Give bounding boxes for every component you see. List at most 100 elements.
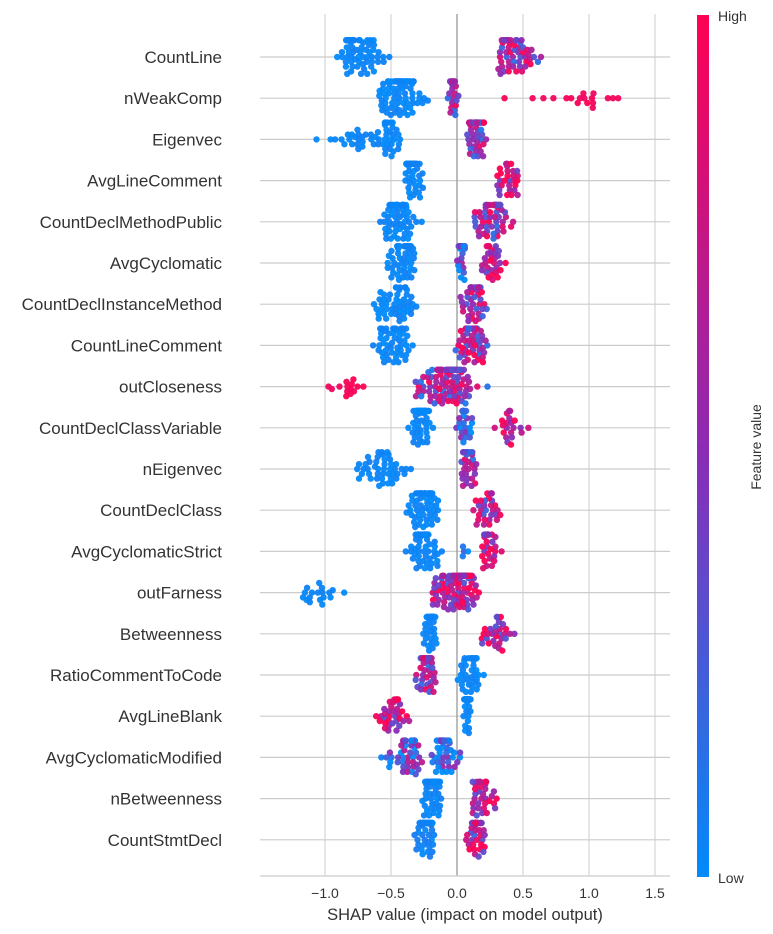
- data-point: [590, 90, 597, 97]
- data-point: [394, 85, 401, 92]
- data-point: [383, 126, 390, 133]
- data-point: [401, 269, 408, 276]
- data-point: [387, 111, 394, 119]
- colorbar-title: Feature value: [748, 404, 764, 490]
- data-point: [462, 727, 469, 734]
- data-point: [428, 827, 436, 834]
- data-point: [459, 475, 466, 482]
- data-point: [483, 538, 490, 545]
- data-point: [490, 788, 498, 795]
- data-point: [439, 572, 446, 579]
- data-point: [386, 456, 394, 463]
- data-point: [450, 373, 458, 381]
- data-point: [501, 630, 509, 637]
- data-point: [487, 545, 494, 553]
- data-point: [380, 58, 387, 65]
- data-point: [342, 58, 349, 65]
- data-point: [436, 802, 444, 809]
- data-point: [479, 553, 486, 560]
- data-point: [481, 831, 488, 839]
- data-point: [432, 373, 440, 381]
- data-point: [459, 599, 466, 606]
- data-point: [475, 502, 482, 509]
- data-point: [457, 293, 464, 301]
- data-point: [505, 63, 512, 70]
- data-point: [383, 301, 390, 308]
- data-point: [329, 587, 336, 594]
- data-point: [465, 465, 472, 473]
- data-point: [458, 681, 465, 688]
- data-point: [509, 53, 517, 61]
- data-point: [426, 853, 434, 860]
- data-point: [502, 213, 510, 221]
- data-point: [391, 465, 398, 473]
- data-point: [377, 289, 384, 296]
- data-point: [401, 337, 408, 344]
- data-point: [589, 99, 597, 107]
- data-point: [388, 264, 396, 271]
- data-point: [423, 424, 430, 431]
- data-point: [432, 679, 439, 686]
- data-point: [462, 400, 469, 407]
- data-point: [430, 831, 438, 839]
- data-point: [477, 126, 485, 133]
- data-point: [540, 95, 547, 102]
- data-point: [416, 95, 423, 102]
- data-point: [563, 95, 570, 102]
- data-point: [383, 235, 390, 242]
- data-point: [415, 766, 422, 773]
- data-point: [410, 255, 417, 262]
- data-point: [427, 393, 434, 400]
- data-point: [417, 686, 425, 693]
- data-point: [486, 521, 493, 528]
- data-point: [479, 809, 486, 817]
- data-point: [427, 795, 435, 802]
- data-point: [403, 509, 410, 516]
- data-point: [465, 841, 472, 848]
- feature-label: RatioCommentToCode: [50, 666, 222, 685]
- data-point: [368, 53, 376, 61]
- data-point: [456, 354, 463, 361]
- data-point: [514, 172, 521, 179]
- data-point: [451, 78, 459, 85]
- data-point: [501, 177, 508, 184]
- data-point: [357, 70, 365, 78]
- data-point: [477, 213, 484, 221]
- data-point: [390, 359, 397, 366]
- data-point: [464, 676, 471, 683]
- data-point: [421, 802, 428, 809]
- data-point: [405, 502, 412, 509]
- data-point: [492, 243, 499, 250]
- data-point: [457, 671, 465, 679]
- data-point: [383, 305, 390, 313]
- data-point: [463, 836, 470, 843]
- data-point: [484, 383, 491, 390]
- data-point: [451, 393, 459, 400]
- data-point: [466, 846, 473, 853]
- data-point: [418, 417, 425, 424]
- data-point: [354, 383, 361, 390]
- data-point: [370, 41, 378, 49]
- data-point: [364, 465, 371, 473]
- data-point: [473, 667, 480, 674]
- data-point: [389, 99, 396, 107]
- data-point: [464, 293, 471, 301]
- data-point: [428, 502, 435, 509]
- data-point: [393, 475, 400, 482]
- data-point: [407, 749, 414, 756]
- data-point: [434, 557, 441, 565]
- data-point: [475, 143, 483, 150]
- data-point: [387, 344, 394, 351]
- data-point: [420, 548, 427, 555]
- data-point: [459, 303, 467, 310]
- data-point: [375, 347, 382, 354]
- data-point: [380, 339, 387, 347]
- data-point: [497, 511, 504, 519]
- data-point: [451, 763, 458, 771]
- data-point: [416, 407, 423, 415]
- data-point: [405, 255, 412, 262]
- data-point: [419, 184, 427, 191]
- data-point: [399, 754, 407, 761]
- data-point: [413, 490, 420, 497]
